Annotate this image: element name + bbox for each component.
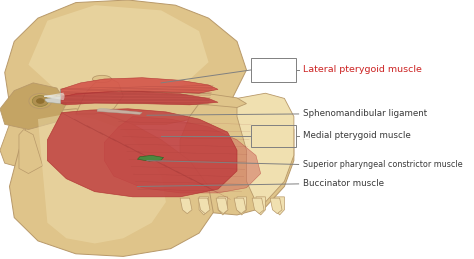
Polygon shape: [5, 0, 246, 124]
Polygon shape: [198, 198, 210, 214]
Polygon shape: [97, 108, 142, 114]
Polygon shape: [237, 93, 294, 202]
Polygon shape: [180, 198, 192, 214]
Polygon shape: [57, 92, 246, 107]
Text: Medial pterygoid muscle: Medial pterygoid muscle: [303, 132, 411, 140]
Polygon shape: [256, 197, 265, 215]
Polygon shape: [137, 155, 164, 161]
Ellipse shape: [32, 96, 48, 106]
Polygon shape: [38, 114, 166, 243]
Polygon shape: [199, 197, 209, 215]
Polygon shape: [0, 117, 57, 168]
Polygon shape: [19, 130, 43, 174]
Polygon shape: [270, 198, 282, 214]
Bar: [251, 125, 296, 147]
Bar: [251, 57, 296, 82]
Ellipse shape: [36, 98, 45, 104]
Polygon shape: [234, 198, 246, 214]
Polygon shape: [9, 109, 213, 256]
Polygon shape: [104, 117, 261, 193]
Polygon shape: [252, 198, 264, 214]
Polygon shape: [61, 78, 218, 96]
Text: Superior pharyngeal constrictor muscle: Superior pharyngeal constrictor muscle: [303, 160, 463, 169]
Text: Buccinator muscle: Buccinator muscle: [303, 179, 384, 188]
Polygon shape: [61, 92, 218, 105]
Polygon shape: [0, 83, 66, 130]
Ellipse shape: [92, 75, 111, 83]
Polygon shape: [76, 78, 123, 114]
Polygon shape: [45, 89, 61, 104]
Text: Lateral pterygoid muscle: Lateral pterygoid muscle: [303, 66, 422, 74]
Polygon shape: [28, 5, 209, 98]
Polygon shape: [218, 197, 228, 215]
Polygon shape: [237, 197, 246, 215]
Polygon shape: [180, 98, 294, 215]
Ellipse shape: [29, 93, 52, 109]
Text: Sphenomandibular ligament: Sphenomandibular ligament: [303, 110, 428, 118]
Polygon shape: [47, 109, 237, 197]
Polygon shape: [275, 197, 284, 215]
Polygon shape: [216, 198, 228, 214]
